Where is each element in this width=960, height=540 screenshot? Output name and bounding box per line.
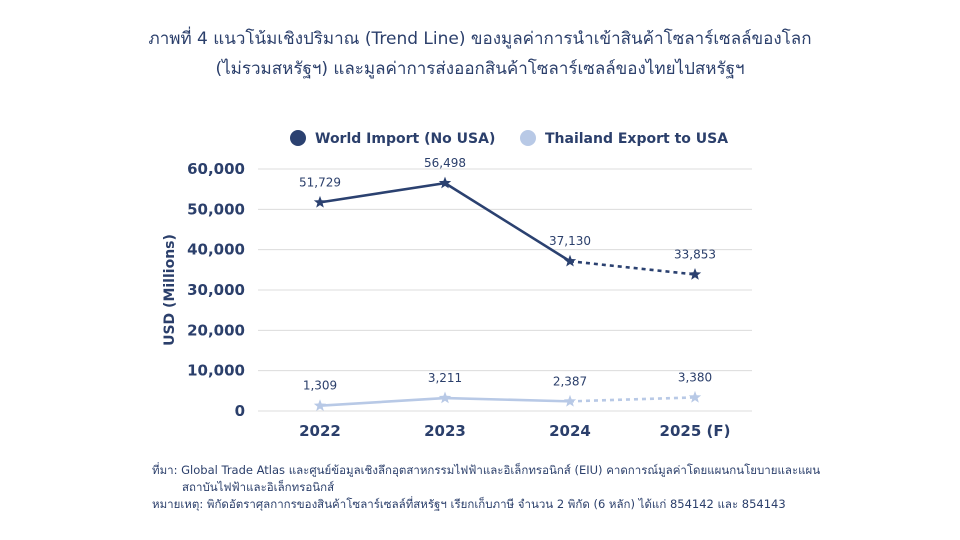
footnotes: ที่มา: Global Trade Atlas และศูนย์ข้อมูล… <box>152 462 942 513</box>
data-label: 33,853 <box>674 247 716 261</box>
legend-marker <box>290 130 306 146</box>
legend-label: World Import (No USA) <box>315 131 495 147</box>
data-point-marker <box>313 399 327 411</box>
data-label: 3,380 <box>678 370 712 384</box>
data-label: 1,309 <box>303 379 337 393</box>
x-tick-label: 2024 <box>549 422 591 440</box>
legend-marker <box>520 130 536 146</box>
data-label: 3,211 <box>428 371 462 385</box>
y-tick-label: 40,000 <box>187 241 245 259</box>
source-note-continued: สถาบันไฟฟ้าและอิเล็กทรอนิกส์ <box>182 480 335 494</box>
y-axis-title: USD (Millions) <box>162 234 178 346</box>
data-point-marker <box>688 268 702 280</box>
data-label: 51,729 <box>299 175 341 189</box>
remark-note: หมายเหตุ: พิกัดอัตราศุลกากรของสินค้าโซลา… <box>152 497 786 511</box>
legend-label: Thailand Export to USA <box>545 131 728 147</box>
data-point-marker <box>688 390 702 403</box>
x-tick-label: 2022 <box>299 422 341 440</box>
data-label: 2,387 <box>553 374 587 388</box>
chart-title: ภาพที่ 4 แนวโน้มเชิงปริมาณ (Trend Line) … <box>148 29 812 49</box>
data-point-marker <box>438 391 452 404</box>
x-tick-label: 2025 (F) <box>660 422 731 440</box>
data-point-marker <box>438 176 452 189</box>
y-tick-label: 60,000 <box>187 160 245 178</box>
y-tick-label: 20,000 <box>187 321 245 339</box>
y-tick-label: 50,000 <box>187 200 245 218</box>
source-note: ที่มา: Global Trade Atlas และศูนย์ข้อมูล… <box>152 463 821 477</box>
data-point-marker <box>313 195 327 208</box>
data-label: 37,130 <box>549 234 591 248</box>
series-forecast-line <box>569 259 696 276</box>
data-point-marker <box>563 394 577 407</box>
y-tick-label: 10,000 <box>187 362 245 380</box>
x-tick-label: 2023 <box>424 422 466 440</box>
line-chart: 0 10,000 20,000 30,000 40,000 50,000 60,000 USD… <box>162 130 752 440</box>
data-point-marker <box>563 254 577 267</box>
chart-subtitle: (ไม่รวมสหรัฐฯ) และมูลค่าการส่งออกสินค้าโ… <box>215 59 745 79</box>
series-forecast-line <box>569 396 696 403</box>
y-tick-label: 0 <box>235 402 245 420</box>
data-label: 56,498 <box>424 156 466 170</box>
y-tick-label: 30,000 <box>187 281 245 299</box>
